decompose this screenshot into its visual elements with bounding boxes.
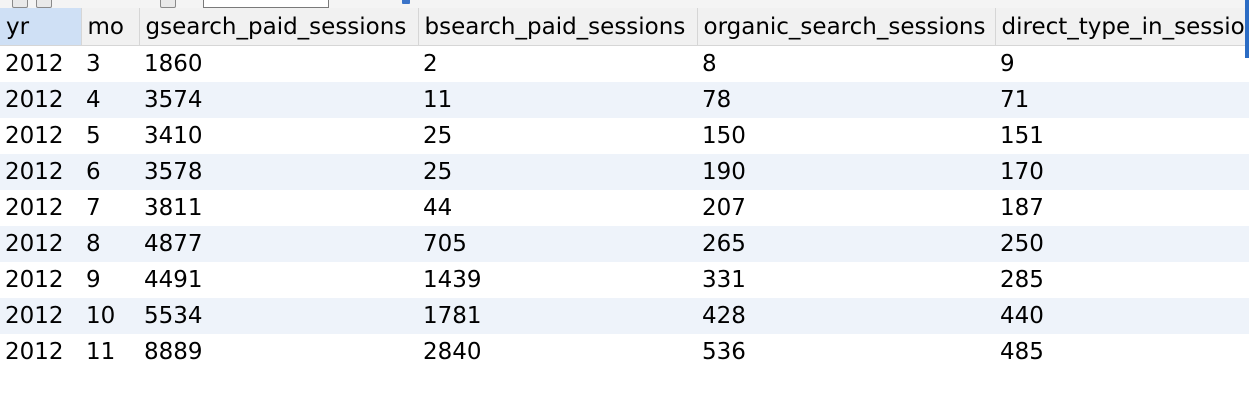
cell-mo[interactable]: 10 xyxy=(81,298,139,334)
table-row[interactable]: 2012 8 4877 705 265 250 xyxy=(0,226,1249,262)
table-row[interactable]: 2012 5 3410 25 150 151 xyxy=(0,118,1249,154)
cell-direct-type-in-sessions[interactable]: 440 xyxy=(995,298,1249,334)
toolbar xyxy=(0,0,1249,8)
cell-direct-type-in-sessions[interactable]: 170 xyxy=(995,154,1249,190)
export-icon[interactable] xyxy=(402,0,410,4)
cell-gsearch-paid-sessions[interactable]: 3811 xyxy=(144,195,203,221)
cell-yr[interactable]: 2012 xyxy=(0,298,81,334)
cell-organic-search-sessions[interactable]: 8 xyxy=(702,51,717,77)
cell-organic-search-sessions[interactable]: 265 xyxy=(697,226,995,262)
table-row[interactable]: 2012 4 3574 11 78 71 xyxy=(0,82,1249,118)
cell-direct-type-in-sessions[interactable]: 71 xyxy=(995,82,1249,118)
cell-direct-type-in-sessions[interactable]: 9 xyxy=(1000,51,1015,77)
cell-yr[interactable]: 2012 xyxy=(5,339,64,365)
cell-yr[interactable]: 2012 xyxy=(0,82,81,118)
cell-bsearch-paid-sessions[interactable]: 2840 xyxy=(423,339,482,365)
cell-direct-type-in-sessions[interactable]: 187 xyxy=(1000,195,1044,221)
toolbar-button-icon[interactable] xyxy=(12,0,28,8)
cell-bsearch-paid-sessions[interactable]: 11 xyxy=(418,82,697,118)
cell-bsearch-paid-sessions[interactable]: 44 xyxy=(423,195,453,221)
cell-mo[interactable]: 7 xyxy=(86,195,101,221)
cell-bsearch-paid-sessions[interactable]: 25 xyxy=(423,123,453,149)
cell-yr[interactable]: 2012 xyxy=(5,123,64,149)
cell-organic-search-sessions[interactable]: 331 xyxy=(702,267,746,293)
column-header-mo[interactable]: mo xyxy=(81,8,140,46)
cell-direct-type-in-sessions[interactable]: 250 xyxy=(995,226,1249,262)
column-header-direct-type-in-sessions[interactable]: direct_type_in_sessio xyxy=(995,8,1249,46)
cell-organic-search-sessions[interactable]: 428 xyxy=(697,298,995,334)
cell-mo[interactable]: 5 xyxy=(86,123,101,149)
cell-direct-type-in-sessions[interactable]: 151 xyxy=(1000,123,1044,149)
result-grid: yr mo gsearch_paid_sessions bsearch_paid… xyxy=(0,8,1249,370)
cell-organic-search-sessions[interactable]: 207 xyxy=(702,195,746,221)
cell-gsearch-paid-sessions[interactable]: 4491 xyxy=(144,267,203,293)
cell-yr[interactable]: 2012 xyxy=(5,267,64,293)
result-grid-container: yr mo gsearch_paid_sessions bsearch_paid… xyxy=(0,8,1249,373)
cell-mo[interactable]: 6 xyxy=(81,154,139,190)
cell-direct-type-in-sessions[interactable]: 285 xyxy=(1000,267,1044,293)
cell-gsearch-paid-sessions[interactable]: 8889 xyxy=(144,339,203,365)
cell-gsearch-paid-sessions[interactable]: 4877 xyxy=(139,226,418,262)
cell-bsearch-paid-sessions[interactable]: 25 xyxy=(418,154,697,190)
cell-organic-search-sessions[interactable]: 190 xyxy=(697,154,995,190)
cell-bsearch-paid-sessions[interactable]: 1781 xyxy=(418,298,697,334)
column-header-gsearch-paid-sessions[interactable]: gsearch_paid_sessions xyxy=(139,8,419,46)
toolbar-input[interactable] xyxy=(203,0,329,8)
cell-gsearch-paid-sessions[interactable]: 1860 xyxy=(144,51,203,77)
table-row[interactable]: 2012 6 3578 25 190 170 xyxy=(0,154,1249,190)
cell-yr[interactable]: 2012 xyxy=(5,51,64,77)
cell-yr[interactable]: 2012 xyxy=(0,154,81,190)
cell-bsearch-paid-sessions[interactable]: 2 xyxy=(423,51,438,77)
cell-yr[interactable]: 2012 xyxy=(5,195,64,221)
cell-mo[interactable]: 8 xyxy=(81,226,139,262)
cell-bsearch-paid-sessions[interactable]: 1439 xyxy=(423,267,482,293)
toolbar-button-icon[interactable] xyxy=(160,0,176,8)
cell-organic-search-sessions[interactable]: 536 xyxy=(702,339,746,365)
cell-organic-search-sessions[interactable]: 78 xyxy=(697,82,995,118)
header-row: yr mo gsearch_paid_sessions bsearch_paid… xyxy=(0,8,1249,46)
cell-direct-type-in-sessions[interactable]: 485 xyxy=(1000,339,1044,365)
toolbar-button-icon[interactable] xyxy=(36,0,52,8)
cell-yr[interactable]: 2012 xyxy=(0,226,81,262)
column-header-bsearch-paid-sessions[interactable]: bsearch_paid_sessions xyxy=(418,8,698,46)
table-row[interactable]: 2012 10 5534 1781 428 440 xyxy=(0,298,1249,334)
cell-mo[interactable]: 9 xyxy=(86,267,101,293)
table-row[interactable]: 2012 7 3811 44 207 187 xyxy=(0,190,1249,226)
cell-mo[interactable]: 3 xyxy=(86,51,101,77)
table-row[interactable]: 2012 11 8889 2840 536 485 xyxy=(0,334,1249,370)
vertical-scrollbar-thumb[interactable] xyxy=(1245,0,1249,58)
cell-gsearch-paid-sessions[interactable]: 3410 xyxy=(144,123,203,149)
cell-organic-search-sessions[interactable]: 150 xyxy=(702,123,746,149)
cell-gsearch-paid-sessions[interactable]: 3574 xyxy=(139,82,418,118)
cell-mo[interactable]: 11 xyxy=(86,339,116,365)
table-row[interactable]: 2012 9 4491 1439 331 285 xyxy=(0,262,1249,298)
column-header-yr[interactable]: yr xyxy=(0,8,82,46)
table-row[interactable]: 2012 3 1860 2 8 9 xyxy=(0,46,1249,83)
cell-mo[interactable]: 4 xyxy=(81,82,139,118)
cell-gsearch-paid-sessions[interactable]: 3578 xyxy=(139,154,418,190)
cell-gsearch-paid-sessions[interactable]: 5534 xyxy=(139,298,418,334)
column-header-organic-search-sessions[interactable]: organic_search_sessions xyxy=(697,8,996,46)
cell-bsearch-paid-sessions[interactable]: 705 xyxy=(418,226,697,262)
